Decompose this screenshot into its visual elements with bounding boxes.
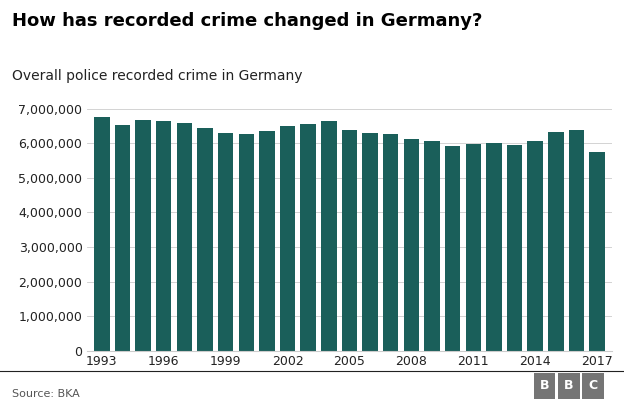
Bar [486,143,502,351]
Bar [280,126,295,351]
Bar [321,121,336,351]
Bar [589,152,605,351]
Bar [238,134,254,351]
Bar [383,133,399,351]
Text: C: C [588,379,598,393]
Bar [527,141,543,351]
Bar [94,117,110,351]
Bar [156,121,172,351]
Bar [218,133,233,351]
Bar [466,144,481,351]
Bar [507,145,522,351]
Bar [445,145,461,351]
Bar [548,132,563,351]
Text: B: B [540,379,549,393]
Bar [342,130,357,351]
Bar [300,124,316,351]
Text: How has recorded crime changed in Germany?: How has recorded crime changed in German… [12,12,483,30]
Bar [177,123,192,351]
Bar [115,125,130,351]
Bar [363,133,378,351]
Bar [424,141,440,351]
Text: B: B [564,379,573,393]
Text: Source: BKA: Source: BKA [12,389,80,399]
Bar [197,128,213,351]
Text: Overall police recorded crime in Germany: Overall police recorded crime in Germany [12,69,303,83]
Bar [135,120,151,351]
Bar [259,131,275,351]
Bar [404,139,419,351]
Bar [568,131,584,351]
